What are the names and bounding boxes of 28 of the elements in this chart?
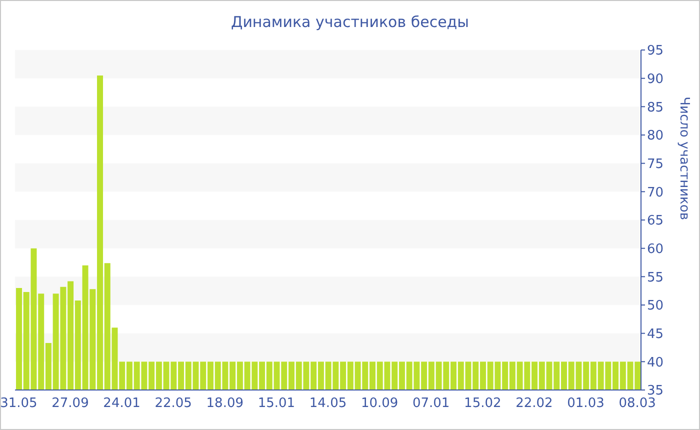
y-tick-label: 60 (647, 242, 664, 257)
x-tick-label: 27.09 (52, 396, 89, 412)
x-tick-label: 24.01 (103, 396, 140, 412)
y-tick-label: 35 (647, 384, 664, 399)
x-tick-label: 08.03 (618, 396, 656, 412)
y-tick-label: 40 (647, 355, 664, 370)
x-tick-label: 07.01 (412, 396, 450, 412)
x-tick-label: 10.09 (360, 396, 398, 412)
x-tick-label: 15.01 (258, 396, 296, 412)
x-tick-label: 22.02 (516, 396, 553, 412)
y-tick-label: 95 (647, 44, 664, 59)
y-tick-label: 55 (647, 270, 664, 286)
y-tick-label: 70 (647, 185, 664, 200)
y-tick-label: 75 (647, 156, 664, 172)
x-tick-label: 22.05 (154, 396, 192, 412)
y-tick-label: 85 (647, 100, 664, 116)
y-tick-label: 45 (647, 326, 664, 342)
x-tick-label: 15.02 (464, 396, 502, 412)
y-tick-label: 50 (647, 298, 664, 314)
x-tick-label: 14.05 (309, 396, 347, 412)
y-tick-label: 90 (647, 72, 664, 87)
chart-title: Динамика участников беседы (230, 13, 470, 31)
x-tick-label: 31.05 (0, 396, 38, 412)
x-tick-label: 18.09 (206, 396, 244, 412)
y-tick-label: 65 (647, 214, 664, 229)
x-tick-label: 01.03 (567, 396, 604, 412)
y-axis-title: Число участников (676, 96, 692, 220)
y-tick-label: 80 (647, 128, 664, 144)
